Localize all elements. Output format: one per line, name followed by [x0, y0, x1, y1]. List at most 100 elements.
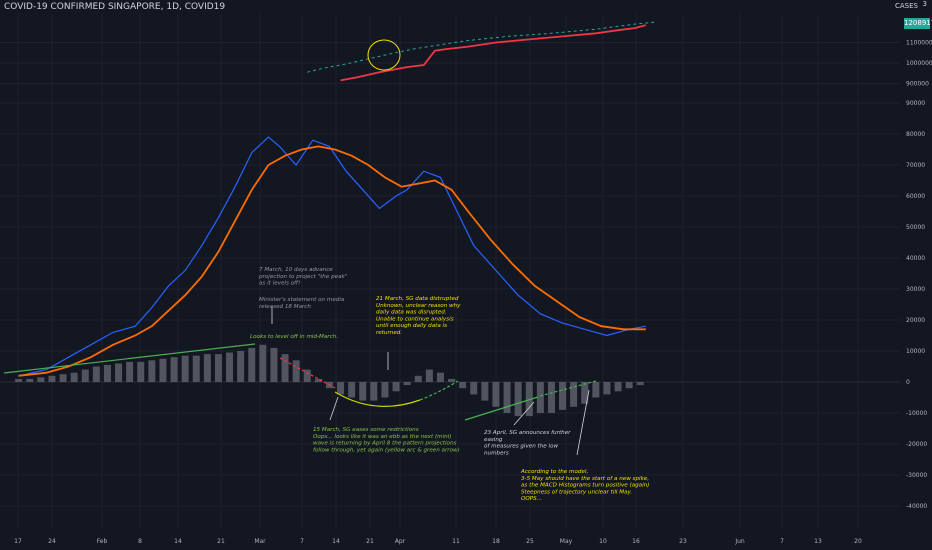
histogram-bar [192, 355, 200, 382]
histogram-bar [103, 364, 111, 382]
annotation-line: as the MACD Histograms turn positive (ag… [521, 483, 649, 489]
y-tick-label: 20000 [906, 317, 925, 324]
signal-line [18, 145, 646, 377]
x-tick-label: Jun [734, 538, 745, 545]
annotation-line: According to the model, [520, 469, 588, 475]
histogram-bar [126, 361, 134, 382]
histogram-bar [314, 378, 322, 382]
y-tick-label: 50000 [906, 224, 925, 231]
annotation-line: 7 March, 10 days advance [259, 267, 333, 273]
annotation-line: easing [484, 437, 503, 443]
histogram-bar [514, 382, 522, 417]
annotation-line: projection to project "the peak" [258, 274, 348, 280]
annotation-line: Unable to continue analysis [376, 316, 454, 322]
y-tick-label: 0 [906, 379, 910, 386]
histogram-bar [137, 361, 145, 382]
histogram-bar [337, 382, 345, 395]
histogram-bar [403, 382, 411, 386]
x-tick-label: 7 [780, 538, 784, 545]
annotation-line: until enough daily data is [376, 323, 447, 329]
macd-line [18, 136, 646, 377]
histogram-bar [270, 347, 278, 382]
annotation-yellow-1: 21 March, SG data distrupted Unknown, unc… [376, 296, 461, 336]
x-axis: 17 24 Feb 8 14 21 Mar 7 14 21 Apr 11 18 25 May 10 16 23 Ju… [14, 538, 862, 545]
x-tick-label: 17 [14, 538, 22, 545]
histogram-bar [370, 382, 378, 401]
histogram-bar [425, 369, 433, 382]
histogram-bar [81, 369, 89, 382]
histogram-bar [414, 375, 422, 382]
projection-dashed-line [307, 21, 657, 73]
cases-superscript: 3 [922, 0, 927, 8]
histogram-bar [159, 358, 167, 382]
histogram-bar [470, 382, 478, 395]
annotation-gray-1: 7 March, 10 days advance projection to pr… [258, 267, 348, 287]
yellow-arc [334, 391, 421, 407]
x-tick-label: 16 [632, 538, 640, 545]
y-tick-label: 70000 [906, 162, 925, 169]
pointer-line [576, 389, 590, 456]
histogram-bar [459, 382, 467, 389]
y-tick-label: 40000 [906, 255, 925, 262]
histogram-bar [48, 375, 56, 382]
annotations: 7 March, 10 days advance projection to pr… [3, 39, 649, 502]
histogram-bar [492, 382, 500, 407]
y-tick-label: 900000 [906, 81, 929, 88]
annotation-green-2: 15 March, SG eases some restrictions Oops… [313, 427, 460, 453]
histogram-bar [281, 354, 289, 382]
annotation-line: follow through, yet again (yellow arc & … [313, 447, 460, 453]
annotation-line: 23 April, SG announces further [484, 430, 571, 436]
x-tick-label: 20 [854, 538, 862, 545]
y-tick-label: -10000 [906, 410, 927, 417]
chart-title: COVID-19 CONFIRMED SINGAPORE, 1D, COVID1… [4, 2, 226, 12]
histogram-bar [392, 382, 400, 392]
red-dashed-arrow [279, 357, 336, 389]
histogram-bar [559, 382, 567, 410]
histogram-bar [15, 378, 23, 382]
x-tick-label: 10 [599, 538, 607, 545]
histogram-bar [181, 355, 189, 382]
annotation-line: returned. [376, 330, 402, 336]
histogram-bar [26, 378, 34, 382]
histogram-bar [70, 372, 78, 382]
y-axis: 1100000 1000000 900000 90000 80000 70000 60000… [906, 40, 932, 511]
histogram-bar [292, 360, 300, 382]
histogram-bar [59, 374, 67, 382]
histogram-bar [603, 382, 611, 395]
annotation-green-1: Looks to level off in mid-March. [250, 334, 338, 340]
x-tick-label: Feb [97, 538, 108, 545]
histogram-bar [259, 344, 267, 382]
histogram-bar [115, 363, 123, 382]
histogram-bar [592, 382, 600, 398]
histogram-bar [37, 377, 45, 382]
x-tick-label: Apr [395, 538, 406, 545]
histogram-bar [148, 360, 156, 382]
annotation-line: Steepness of trajectory unclear till May… [521, 489, 632, 495]
histogram-bar [547, 382, 555, 413]
x-tick-label: 18 [492, 538, 500, 545]
histogram-bar [581, 382, 589, 404]
histogram-bar [203, 354, 211, 382]
annotation-line: wave is returning by April 8 the pattern… [313, 441, 457, 447]
x-tick-label: 24 [48, 538, 56, 545]
annotation-white-1: 23 April, SG announces further easing of m… [484, 430, 571, 456]
grid [0, 14, 900, 528]
x-tick-label: 23 [679, 538, 687, 545]
cases-label: CASES [895, 2, 918, 10]
annotation-line: released 18 March [259, 304, 311, 310]
histogram-bar [214, 354, 222, 382]
green-dashed-arc [419, 380, 459, 401]
x-tick-label: 14 [174, 538, 182, 545]
histogram-bar [348, 382, 356, 398]
highlight-circle [367, 39, 401, 71]
x-tick-label: 25 [526, 538, 534, 545]
histogram-bar [570, 382, 578, 407]
cases-line [340, 24, 647, 82]
annotation-line: numbers [484, 450, 509, 456]
green-arrow [464, 396, 539, 421]
x-tick-label: 7 [300, 538, 304, 545]
annotation-line: Looks to level off in mid-March. [250, 334, 338, 340]
annotation-line: Minister's statement on media [259, 297, 345, 303]
chart-lines [18, 21, 657, 377]
